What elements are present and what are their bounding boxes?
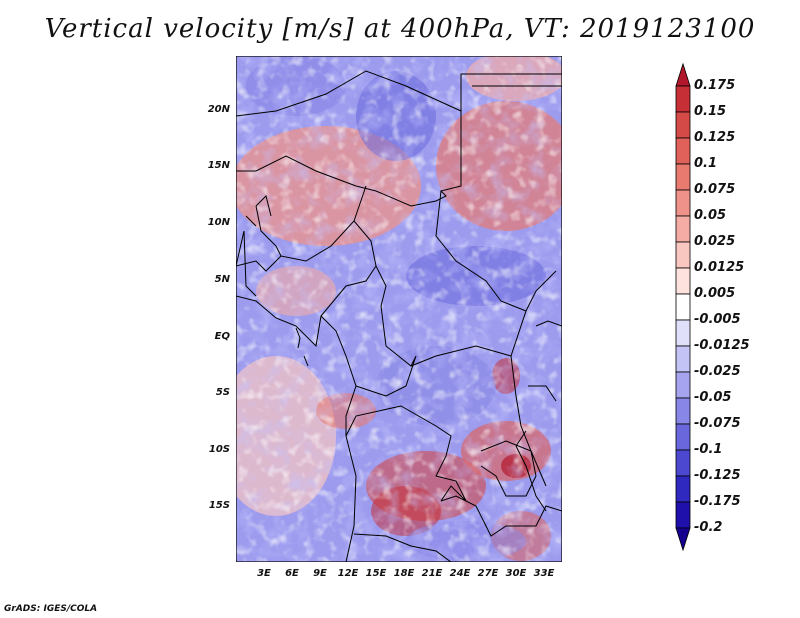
lon-label-12e: 12E	[337, 568, 359, 579]
colorbar-tick-label: 0.075	[694, 182, 736, 197]
lon-label-24e: 24E	[449, 568, 471, 579]
colorbar-bottom-arrow	[675, 527, 691, 552]
lon-label-9e: 9E	[313, 568, 327, 579]
lon-label-27e: 27E	[477, 568, 499, 579]
colorbar-tick-label: -0.025	[694, 364, 741, 379]
colorbar-tick-label: -0.05	[694, 390, 732, 405]
map-title: Vertical velocity [m/s] at 400hPa, VT: 2…	[44, 14, 756, 44]
lat-label-10s: 10S	[208, 444, 230, 455]
colorbar-top-arrow	[675, 62, 691, 87]
colorbar-segment	[675, 423, 691, 451]
colorbar-tick-label: 0.125	[694, 130, 736, 145]
colorbar-tick-label: -0.175	[694, 494, 741, 509]
colorbar	[675, 62, 691, 552]
noise-texture	[236, 56, 562, 562]
colorbar-tick-label: -0.005	[694, 312, 741, 327]
colorbar-tick-label: -0.1	[694, 442, 723, 457]
colorbar-tick-label: -0.2	[694, 520, 723, 535]
colorbar-tick-label: -0.0125	[694, 338, 750, 353]
lat-label-5n: 5N	[214, 274, 230, 285]
colorbar-tick-label: 0.025	[694, 234, 736, 249]
velocity-map	[236, 56, 562, 562]
colorbar-segment	[675, 163, 691, 191]
colorbar-segment	[675, 111, 691, 139]
colorbar-tick-label: 0.0125	[694, 260, 745, 275]
colorbar-tick-label: 0.1	[694, 156, 718, 171]
lon-label-30e: 30E	[505, 568, 527, 579]
lon-label-21e: 21E	[421, 568, 443, 579]
colorbar-tick-label: 0.175	[694, 78, 736, 93]
colorbar-tick-label: 0.05	[694, 208, 727, 223]
lat-label-15s: 15S	[208, 500, 230, 511]
colorbar-segment	[675, 293, 691, 321]
colorbar-segment	[675, 501, 691, 529]
colorbar-tick-label: -0.125	[694, 468, 741, 483]
colorbar-tick-label: 0.15	[694, 104, 727, 119]
lon-label-18e: 18E	[393, 568, 415, 579]
lat-label-10n: 10N	[207, 217, 230, 228]
lon-label-33e: 33E	[533, 568, 555, 579]
colorbar-segment	[675, 319, 691, 347]
lat-label-20n: 20N	[207, 104, 230, 115]
colorbar-segment	[675, 137, 691, 165]
colorbar-segment	[675, 449, 691, 477]
colorbar-tick-label: 0.005	[694, 286, 736, 301]
colorbar-segment	[675, 241, 691, 269]
lat-label-eq: EQ	[214, 331, 230, 342]
colorbar-segment	[675, 189, 691, 217]
colorbar-segment	[675, 85, 691, 113]
lon-label-6e: 6E	[285, 568, 299, 579]
lat-label-5s: 5S	[215, 387, 230, 398]
colorbar-segment	[675, 215, 691, 243]
colorbar-segment	[675, 345, 691, 373]
lon-label-3e: 3E	[257, 568, 271, 579]
colorbar-segment	[675, 267, 691, 295]
colorbar-segment	[675, 475, 691, 503]
colorbar-segment	[675, 397, 691, 425]
colorbar-tick-label: -0.075	[694, 416, 741, 431]
footer-credit: GrADS: IGES/COLA	[4, 604, 98, 614]
colorbar-segment	[675, 371, 691, 399]
country-borders	[236, 70, 562, 562]
lon-label-15e: 15E	[365, 568, 387, 579]
lat-label-15n: 15N	[207, 160, 230, 171]
